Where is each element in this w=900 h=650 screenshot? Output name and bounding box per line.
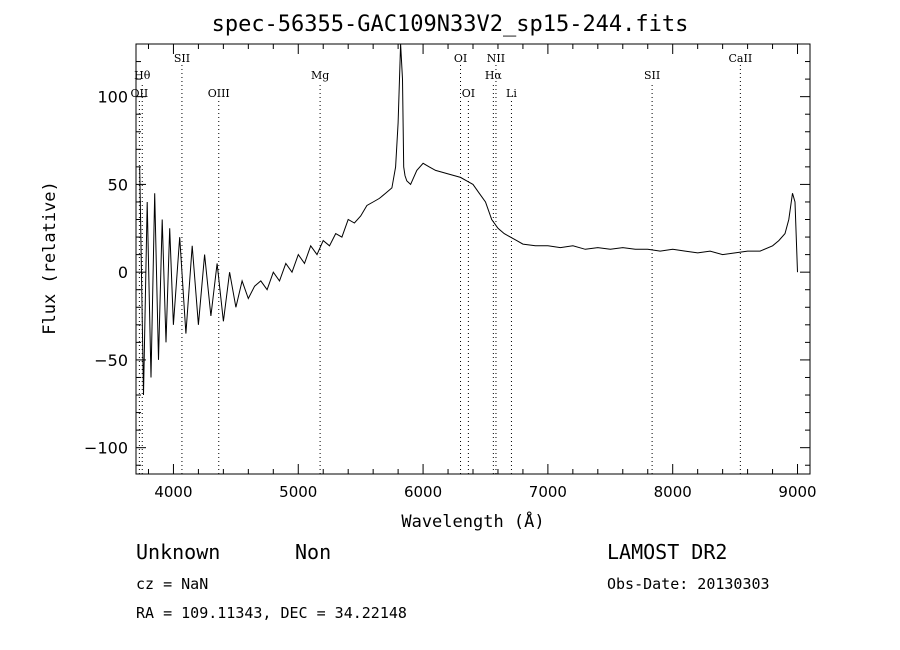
cz-value: cz = NaN: [136, 575, 209, 593]
chart-title: spec-56355-GAC109N33V2_sp15-244.fits: [211, 12, 689, 37]
emission-line-label: OIII: [208, 87, 230, 100]
emission-line-label: SII: [174, 52, 190, 65]
obs-date: Obs-Date: 20130303: [607, 575, 770, 593]
subclass-label: Non: [295, 540, 332, 564]
emission-line-label: Li: [506, 87, 517, 100]
emission-line-label: Mg: [311, 69, 329, 82]
emission-line-label: OI: [462, 87, 475, 100]
emission-line-labels: OII Hθ SII OIII Mg OI OI Hα NII Li SII CaII: [131, 52, 753, 100]
x-tick-label: 5000: [279, 483, 317, 501]
y-tick-label: 50: [108, 175, 128, 194]
ra-dec-value: RA = 109.11343, DEC = 34.22148: [136, 604, 407, 622]
emission-line-label: NII: [487, 52, 505, 65]
emission-line-label: OI: [454, 52, 467, 65]
spectrum-line: [139, 43, 798, 396]
x-tick-label: 8000: [654, 483, 692, 501]
emission-line-label: Hα: [485, 69, 503, 82]
y-tick-label: −50: [94, 351, 128, 370]
y-axis-label: Flux (relative): [40, 181, 60, 335]
y-tick-label: −100: [84, 439, 128, 458]
emission-line-label: CaII: [729, 52, 753, 65]
x-tick-label: 7000: [529, 483, 567, 501]
emission-line-label: SII: [644, 69, 660, 82]
emission-line-markers: [138, 65, 741, 474]
y-tick-label: 100: [97, 88, 128, 107]
x-axis-ticks: 4000 5000 6000 7000 8000 9000: [147, 44, 817, 501]
x-axis-label: Wavelength (Å): [401, 512, 545, 532]
plot-frame: [135, 43, 811, 475]
class-label: Unknown: [136, 540, 221, 564]
x-tick-label: 9000: [778, 483, 816, 501]
y-tick-label: 0: [118, 263, 128, 282]
emission-line-label: Hθ: [134, 69, 151, 82]
x-tick-label: 4000: [154, 483, 192, 501]
y-axis-ticks: −100 −50 0 50 100: [84, 61, 810, 466]
x-tick-label: 6000: [404, 483, 442, 501]
survey-label: LAMOST DR2: [607, 540, 728, 564]
emission-line-label: OII: [131, 87, 149, 100]
